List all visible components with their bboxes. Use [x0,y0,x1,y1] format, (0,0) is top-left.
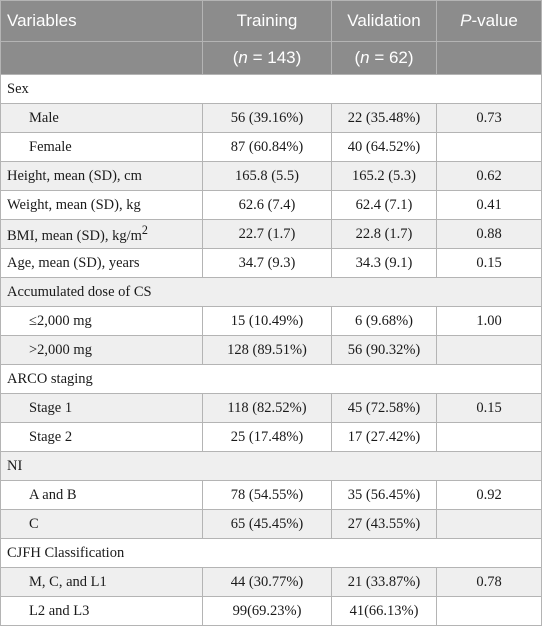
pvalue-rest: -value [471,11,518,30]
training-cell: 65 (45.45%) [202,509,332,539]
validation-cell: 56 (90.32%) [331,335,437,365]
header-variables: Variables [0,0,203,42]
header-pvalue: P-value [436,0,542,42]
training-cell: 128 (89.51%) [202,335,332,365]
validation-cell: 45 (72.58%) [331,393,437,423]
training-cell: 165.8 (5.5) [202,161,332,191]
row-label: C [0,509,203,539]
table-body: Sex Male 56 (39.16%) 22 (35.48%) 0.73 Fe… [0,74,542,626]
validation-cell: 22.8 (1.7) [331,219,437,249]
table-row: Accumulated dose of CS [0,277,542,307]
table-row: ARCO staging [0,364,542,394]
training-cell: 22.7 (1.7) [202,219,332,249]
training-cell: 25 (17.48%) [202,422,332,452]
table-row: ≤2,000 mg 15 (10.49%) 6 (9.68%) 1.00 [0,306,542,336]
row-label: Stage 2 [0,422,203,452]
training-cell: 118 (82.52%) [202,393,332,423]
section-label: ARCO staging [0,364,542,394]
pvalue-cell [436,335,542,365]
table-header: Variables Training Validation P-value (n… [0,0,542,75]
pvalue-cell [436,509,542,539]
row-label: Female [0,132,203,162]
training-cell: 56 (39.16%) [202,103,332,133]
pvalue-cell: 0.88 [436,219,542,249]
validation-cell: 21 (33.87%) [331,567,437,597]
row-label: Stage 1 [0,393,203,423]
table-row: L2 and L3 99(69.23%) 41(66.13%) [0,596,542,626]
validation-cell: 27 (43.55%) [331,509,437,539]
table-row: Sex [0,74,542,104]
header-subrow: (n = 143) (n = 62) [0,41,542,75]
table-row: C 65 (45.45%) 27 (43.55%) [0,509,542,539]
row-label: >2,000 mg [0,335,203,365]
validation-cell: 35 (56.45%) [331,480,437,510]
training-cell: 15 (10.49%) [202,306,332,336]
validation-cell: 34.3 (9.1) [331,248,437,278]
training-cell: 78 (54.55%) [202,480,332,510]
header-validation: Validation [331,0,437,42]
section-label: NI [0,451,542,481]
table-row: Weight, mean (SD), kg 62.6 (7.4) 62.4 (7… [0,190,542,220]
section-label: CJFH Classification [0,538,542,568]
pvalue-cell [436,132,542,162]
pvalue-p: P [460,11,472,30]
validation-cell: 40 (64.52%) [331,132,437,162]
header-training: Training [202,0,332,42]
row-label: Age, mean (SD), years [0,248,203,278]
header-validation-n: (n = 62) [331,41,437,75]
validation-cell: 41(66.13%) [331,596,437,626]
pvalue-cell: 0.62 [436,161,542,191]
table-row: A and B 78 (54.55%) 35 (56.45%) 0.92 [0,480,542,510]
table-row: Male 56 (39.16%) 22 (35.48%) 0.73 [0,103,542,133]
table-row: CJFH Classification [0,538,542,568]
row-label: Height, mean (SD), cm [0,161,203,191]
validation-cell: 6 (9.68%) [331,306,437,336]
pvalue-cell: 1.00 [436,306,542,336]
row-label: Male [0,103,203,133]
table-row: M, C, and L1 44 (30.77%) 21 (33.87%) 0.7… [0,567,542,597]
validation-cell: 17 (27.42%) [331,422,437,452]
header-training-n: (n = 143) [202,41,332,75]
training-cell: 44 (30.77%) [202,567,332,597]
pvalue-cell [436,422,542,452]
training-cell: 99(69.23%) [202,596,332,626]
row-label: M, C, and L1 [0,567,203,597]
training-cell: 34.7 (9.3) [202,248,332,278]
header-sub-empty-4 [436,41,542,75]
pvalue-cell: 0.15 [436,248,542,278]
header-row: Variables Training Validation P-value [0,0,542,42]
validation-cell: 22 (35.48%) [331,103,437,133]
pvalue-cell: 0.78 [436,567,542,597]
row-label: BMI, mean (SD), kg/m2 [0,219,203,249]
table-row: Female 87 (60.84%) 40 (64.52%) [0,132,542,162]
section-label: Accumulated dose of CS [0,277,542,307]
pvalue-cell: 0.15 [436,393,542,423]
pvalue-cell: 0.92 [436,480,542,510]
row-label: L2 and L3 [0,596,203,626]
row-label: A and B [0,480,203,510]
table-row: Stage 2 25 (17.48%) 17 (27.42%) [0,422,542,452]
validation-cell: 62.4 (7.1) [331,190,437,220]
training-cell: 87 (60.84%) [202,132,332,162]
pvalue-cell [436,596,542,626]
validation-cell: 165.2 (5.3) [331,161,437,191]
table-row: >2,000 mg 128 (89.51%) 56 (90.32%) [0,335,542,365]
training-cell: 62.6 (7.4) [202,190,332,220]
header-sub-empty-1 [0,41,203,75]
row-label: ≤2,000 mg [0,306,203,336]
table-row: NI [0,451,542,481]
table-row: BMI, mean (SD), kg/m2 22.7 (1.7) 22.8 (1… [0,219,542,249]
table-row: Height, mean (SD), cm 165.8 (5.5) 165.2 … [0,161,542,191]
row-label: Weight, mean (SD), kg [0,190,203,220]
pvalue-cell: 0.73 [436,103,542,133]
pvalue-cell: 0.41 [436,190,542,220]
table-row: Age, mean (SD), years 34.7 (9.3) 34.3 (9… [0,248,542,278]
section-label: Sex [0,74,542,104]
table-row: Stage 1 118 (82.52%) 45 (72.58%) 0.15 [0,393,542,423]
